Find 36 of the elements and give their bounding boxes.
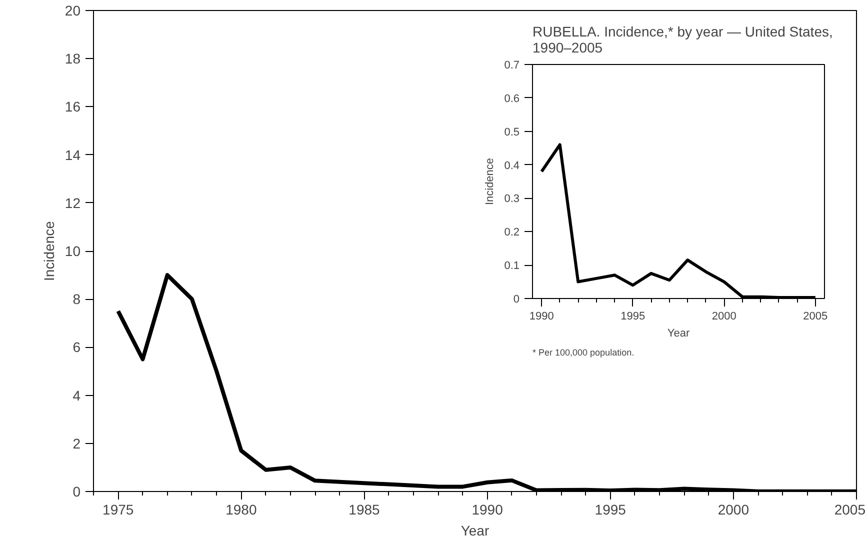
y-tick-label: 8 [72, 291, 81, 308]
y-tick-label: 0.3 [504, 193, 520, 206]
chart-title: RUBELLA. Incidence,* by year — United States, 1990–2005 [532, 24, 833, 56]
y-tick-label: 0.7 [504, 60, 520, 72]
y-tick-label: 0.2 [504, 226, 520, 239]
y-tick-label: 0.6 [504, 92, 520, 105]
x-axis-title: Year [460, 522, 490, 538]
y-tick-label: 6 [72, 339, 81, 356]
y-tick-label: 10 [64, 243, 81, 259]
y-tick-label: 0 [513, 294, 520, 306]
y-tick-label: 18 [64, 50, 81, 67]
y-tick-label: 14 [64, 146, 81, 163]
y-axis-title: Incidence [484, 158, 496, 206]
x-tick-label: 1985 [348, 502, 380, 518]
x-tick-label: 1995 [594, 502, 626, 518]
x-tick-label: 1980 [226, 502, 257, 518]
y-tick-label: 0.1 [504, 260, 520, 272]
x-tick-label: 1990 [472, 502, 504, 518]
y-tick-label: 16 [64, 98, 81, 115]
x-tick-label: 2000 [712, 310, 736, 322]
x-tick-label: 2005 [834, 502, 865, 518]
x-tick-label: 2005 [803, 310, 828, 322]
y-tick-label: 0.5 [504, 126, 520, 138]
y-tick-label: 0.4 [504, 160, 520, 172]
y-axis-title: Incidence [40, 220, 57, 281]
x-axis-title: Year [667, 328, 690, 340]
x-tick-label: 1975 [102, 502, 134, 518]
y-tick-label: 4 [72, 387, 81, 404]
y-tick-label: 0 [72, 484, 81, 500]
x-tick-label: 2000 [718, 502, 750, 518]
x-tick-label: 1990 [529, 310, 554, 322]
annotation: * Per 100,000 population. [532, 348, 634, 358]
y-tick-label: 20 [64, 2, 81, 18]
y-tick-label: 12 [64, 194, 81, 211]
y-tick-label: 2 [72, 435, 81, 452]
x-tick-label: 1995 [620, 310, 646, 322]
